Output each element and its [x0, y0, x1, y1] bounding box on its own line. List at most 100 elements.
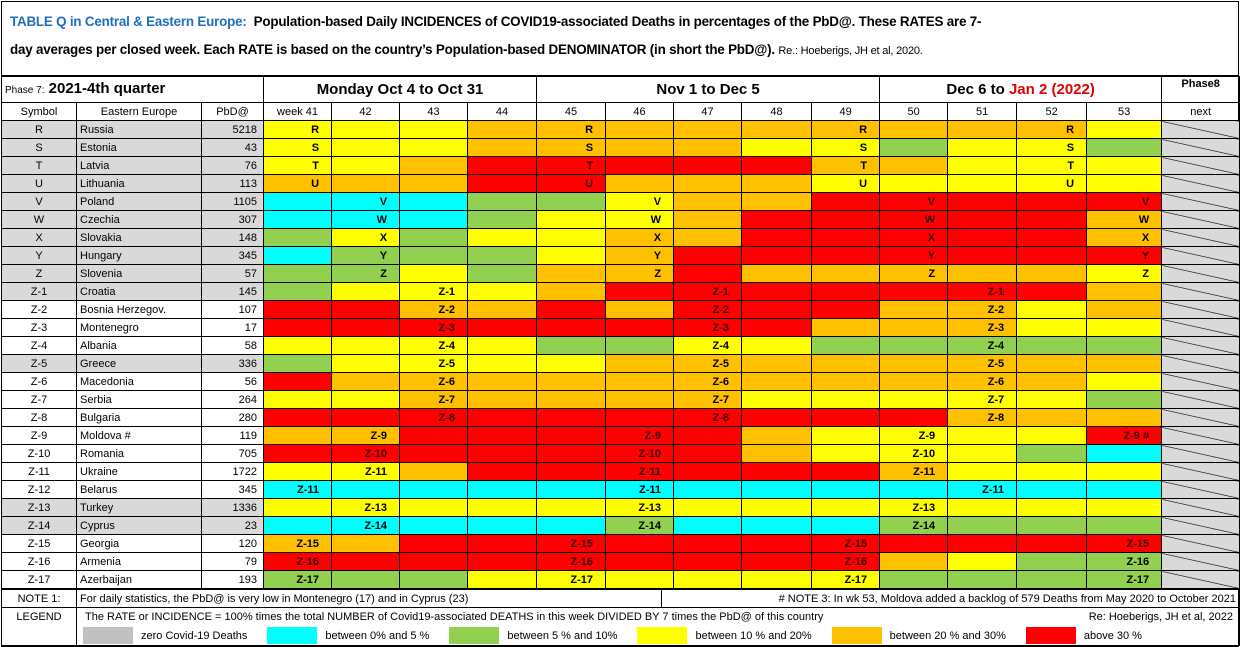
- rate-cell: [1086, 498, 1163, 517]
- column-header: next: [1161, 102, 1240, 121]
- legend-swatch: [449, 627, 500, 644]
- rate-cell: [741, 444, 813, 463]
- rate-cell: Z-17: [1086, 570, 1163, 589]
- rate-cell: [467, 426, 538, 445]
- rate-cell: [741, 120, 813, 139]
- rate-cell: Z-15: [1086, 534, 1163, 553]
- legend-swatch: [267, 627, 318, 644]
- rate-cell: [399, 552, 469, 571]
- rate-cell: Z-3: [673, 318, 743, 337]
- rate-cell: W: [605, 210, 675, 229]
- rate-cell: [536, 300, 607, 319]
- rate-cell: [399, 516, 469, 535]
- row-country: Moldova #: [76, 426, 202, 445]
- row-country: Hungary: [76, 246, 202, 265]
- column-header: 45: [536, 102, 607, 121]
- rate-cell: [399, 534, 469, 553]
- rate-cell: Y: [331, 246, 401, 265]
- rate-cell: [605, 156, 675, 175]
- rate-cell: [1086, 336, 1163, 355]
- rate-cell: [811, 516, 881, 535]
- rate-cell: Y: [605, 246, 675, 265]
- row-symbol: Z-2: [1, 300, 77, 319]
- rate-cell: Z-13: [605, 498, 675, 517]
- period-dec: Dec 6 to Jan 2 (2022): [879, 76, 1163, 103]
- rate-cell: [467, 156, 538, 175]
- rate-cell: [605, 318, 675, 337]
- rate-cell: Z-14: [605, 516, 675, 535]
- row-country: Greece: [76, 354, 202, 373]
- rate-cell: [741, 336, 813, 355]
- row-pbd: 345: [200, 480, 265, 499]
- rate-cell: [741, 552, 813, 571]
- table-row: Z-5 Greece 336 Z-5 Z-5 Z-5: [1, 354, 1240, 373]
- phase7-cell: Phase 7: 2021-4th quarter: [0, 76, 265, 103]
- rate-cell: [879, 174, 949, 193]
- rate-cell: [741, 408, 813, 427]
- row-country: Slovenia: [76, 264, 202, 283]
- rate-cell: Z-6: [673, 372, 743, 391]
- rate-cell: [879, 354, 949, 373]
- rate-cell: [536, 408, 607, 427]
- row-pbd: 57: [200, 264, 265, 283]
- rate-cell: Z-10: [605, 444, 675, 463]
- rate-cell: [467, 336, 538, 355]
- rate-cell: [947, 228, 1018, 247]
- row-pbd: 17: [200, 318, 265, 337]
- rate-cell: [1086, 300, 1163, 319]
- rate-cell: [467, 264, 538, 283]
- rate-cell: [331, 318, 401, 337]
- row-country: Montenegro: [76, 318, 202, 337]
- rate-cell: [1016, 300, 1088, 319]
- legend-item-label: above 30 %: [1083, 629, 1142, 642]
- legend-item-label: between 0% and 5 %: [325, 629, 430, 642]
- row-symbol: V: [1, 192, 77, 211]
- rate-cell: [1016, 390, 1088, 409]
- rate-cell: [536, 444, 607, 463]
- rate-cell: [331, 552, 401, 571]
- rate-cell: Z-11: [879, 462, 949, 481]
- table-row: Z-11 Ukraine 1722 Z-11 Z-11 Z-11: [1, 462, 1240, 481]
- rate-cell: [741, 462, 813, 481]
- row-pbd: 148: [200, 228, 265, 247]
- rate-cell: [811, 372, 881, 391]
- incidence-table: Phase 7: 2021-4th quarter Monday Oct 4 t…: [0, 76, 1240, 589]
- rate-cell: [331, 336, 401, 355]
- rate-cell: [947, 444, 1018, 463]
- rate-cell: [467, 354, 538, 373]
- rate-cell: Z: [331, 264, 401, 283]
- rate-cell: Y: [1086, 246, 1163, 265]
- rate-cell: [263, 372, 333, 391]
- rate-cell: [467, 210, 538, 229]
- row-symbol: Z-15: [1, 534, 77, 553]
- next-phase-cell: [1161, 462, 1240, 481]
- next-phase-cell: [1161, 174, 1240, 193]
- column-header: 43: [399, 102, 469, 121]
- next-phase-cell: [1161, 390, 1240, 409]
- rate-cell: [741, 372, 813, 391]
- rate-cell: Z-7: [947, 390, 1018, 409]
- rate-cell: [1086, 462, 1163, 481]
- rate-cell: Z-15: [811, 534, 881, 553]
- rate-cell: [741, 138, 813, 157]
- table-row: Y Hungary 345 Y Y Y Y: [1, 246, 1240, 265]
- row-pbd: 336: [200, 354, 265, 373]
- row-symbol: Z: [1, 264, 77, 283]
- legend-item: between 20 % and 30%: [831, 627, 1006, 644]
- rate-cell: Z-8: [947, 408, 1018, 427]
- row-symbol: Z-12: [1, 480, 77, 499]
- rate-cell: [263, 282, 333, 301]
- rate-cell: [467, 120, 538, 139]
- rate-cell: Z: [879, 264, 949, 283]
- row-symbol: Z-8: [1, 408, 77, 427]
- rate-cell: [673, 570, 743, 589]
- note1-label: NOTE 1:: [1, 589, 77, 608]
- rate-cell: [811, 480, 881, 499]
- next-phase-cell: [1161, 156, 1240, 175]
- row-symbol: Z-10: [1, 444, 77, 463]
- rate-cell: [605, 390, 675, 409]
- next-phase-cell: [1161, 246, 1240, 265]
- row-country: Lithuania: [76, 174, 202, 193]
- rate-cell: T: [263, 156, 333, 175]
- rate-cell: Z-17: [811, 570, 881, 589]
